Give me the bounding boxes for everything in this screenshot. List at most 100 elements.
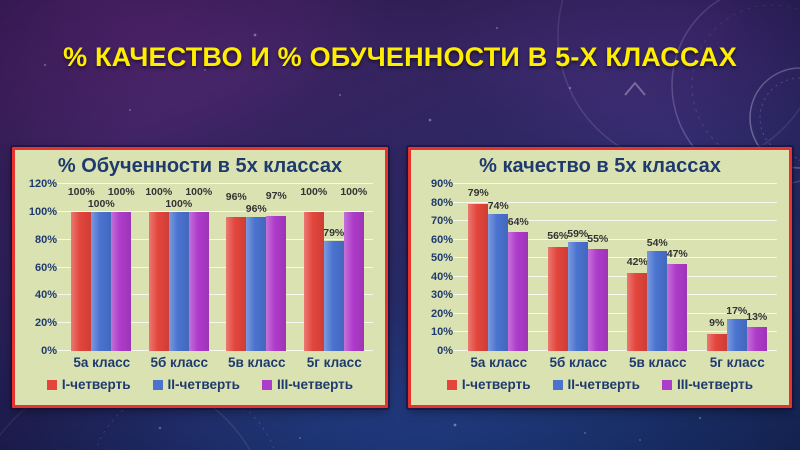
bar-value-label: 97% (265, 190, 287, 203)
bar: 64% (508, 216, 529, 351)
bar: 100% (340, 186, 367, 351)
bar-value-label: 59% (567, 227, 589, 240)
bar: 100% (165, 198, 192, 351)
bar-value-label: 100% (165, 197, 193, 210)
bar-value-label: 13% (746, 310, 768, 323)
gridline (57, 238, 373, 240)
x-axis-label: 5а класс (470, 355, 528, 370)
x-axis-label: 5б класс (150, 355, 209, 370)
bar: 100% (300, 186, 327, 351)
plot-area: 0% 10% 20% 30% 40% 50% 60% 70% 80% 90% 79% 74% 64% 56… (431, 178, 777, 357)
bar-group: 100% 100% 100% (145, 186, 212, 351)
y-axis-tick: 0% (437, 345, 453, 357)
chart-panel-obuchennost: % Обученности в 5х классах 0% 20% 40% 60% 80… (12, 147, 388, 408)
bar-value-label: 100% (107, 185, 135, 198)
legend-swatch (552, 379, 563, 390)
legend-label: II-четверть (167, 377, 240, 392)
bar: 100% (145, 186, 172, 351)
bar-value-label: 100% (145, 185, 173, 198)
gridline (453, 275, 777, 277)
gridline (453, 201, 777, 203)
bar-value-label: 42% (626, 256, 648, 269)
gridline (57, 350, 373, 351)
x-axis-label: 5в класс (227, 355, 286, 370)
y-axis-tick: 20% (430, 307, 453, 320)
bar-value-label: 74% (487, 199, 509, 212)
gridline (453, 294, 777, 296)
gridline (453, 331, 777, 333)
gridline (453, 220, 777, 222)
bar: 79% (468, 187, 489, 351)
gridline (57, 266, 373, 268)
y-axis-tick: 0% (41, 345, 57, 357)
x-axis: 5а класс 5б класс 5в класс 5г класс (459, 355, 777, 370)
y-axis-tick: 40% (34, 289, 57, 302)
bar: 54% (647, 237, 668, 351)
legend-item: II-четверть (152, 377, 240, 392)
chart-legend: I-четверть II-четверть III-четверть (411, 377, 789, 392)
bar-value-label: 100% (185, 185, 213, 198)
legend-label: I-четверть (61, 377, 131, 392)
legend-item: II-четверть (552, 377, 640, 392)
x-axis: 5а класс 5б класс 5в класс 5г класс (63, 355, 373, 370)
bar: 55% (587, 233, 608, 351)
bar-value-label: 100% (67, 185, 95, 198)
x-axis-label: 5б класс (549, 355, 608, 370)
y-axis-tick: 90% (430, 178, 453, 190)
gridline (453, 312, 777, 314)
chart-panel-kachestvo: % качество в 5х классах 0% 10% 20% 30% 40% 50… (408, 147, 792, 408)
chart-legend: I-четверть II-четверть III-четверть (15, 377, 385, 392)
bar-value-label: 79% (323, 227, 345, 240)
bar: 100% (88, 198, 115, 351)
bar: 56% (547, 230, 568, 351)
bar-groups: 79% 74% 64% 56% 59% 55% 42% 54% 47% 9% 17% 13% (459, 184, 777, 351)
y-axis-tick: 30% (430, 289, 453, 302)
bar-value-label: 100% (340, 185, 368, 198)
bar-groups: 100% 100% 100% 100% 100% 100% 96% 96% 97% 100% 79%… (63, 184, 373, 351)
bar-group: 79% 74% 64% (468, 187, 529, 351)
legend-swatch (152, 379, 163, 390)
gridline (57, 183, 373, 184)
bar-group: 42% 54% 47% (627, 237, 688, 351)
bar-group: 100% 79% 100% (300, 186, 367, 351)
legend-swatch (661, 379, 672, 390)
plot-area: 0% 20% 40% 60% 80% 100% 120% 100% 100% 100% 100% 10… (29, 178, 373, 357)
gridline (57, 210, 373, 212)
bar: 42% (627, 256, 648, 351)
bar: 79% (323, 227, 344, 351)
bar-value-label: 56% (547, 230, 569, 243)
y-axis-tick: 80% (34, 233, 57, 246)
bar: 74% (488, 200, 509, 351)
x-axis-label: 5г класс (306, 355, 362, 370)
x-axis-label: 5а класс (73, 355, 131, 370)
legend-label: III-четверть (276, 377, 354, 392)
bar: 100% (68, 186, 95, 351)
y-axis-tick: 60% (430, 233, 453, 246)
legend-label: II-четверть (567, 377, 640, 392)
y-axis-tick: 100% (28, 205, 57, 218)
legend-item: I-четверть (46, 377, 131, 392)
y-axis-tick: 60% (34, 261, 57, 274)
legend-label: III-четверть (676, 377, 754, 392)
bar-group: 56% 59% 55% (547, 228, 609, 351)
gridline (453, 257, 777, 259)
bar-value-label: 55% (587, 232, 609, 245)
legend-swatch (46, 379, 57, 390)
legend-item: III-четверть (661, 377, 754, 392)
y-axis-tick: 70% (430, 215, 453, 228)
legend-item: I-четверть (446, 377, 531, 392)
bar-value-label: 54% (646, 236, 668, 249)
bar-value-label: 79% (467, 187, 489, 200)
bar-value-label: 64% (507, 216, 529, 229)
y-axis-tick: 120% (28, 178, 57, 190)
y-axis-tick: 10% (430, 326, 453, 339)
gridline (453, 350, 777, 351)
bar: 100% (185, 186, 212, 351)
slide-title: % КАЧЕСТВО И % ОБУЧЕННОСТИ В 5-Х КЛАССАХ (63, 42, 737, 72)
legend-swatch (261, 379, 272, 390)
y-axis-tick: 80% (430, 196, 453, 209)
y-axis-tick: 40% (430, 270, 453, 283)
legend-swatch (446, 379, 457, 390)
bar: 13% (746, 311, 767, 351)
bar-value-label: 96% (225, 191, 247, 204)
